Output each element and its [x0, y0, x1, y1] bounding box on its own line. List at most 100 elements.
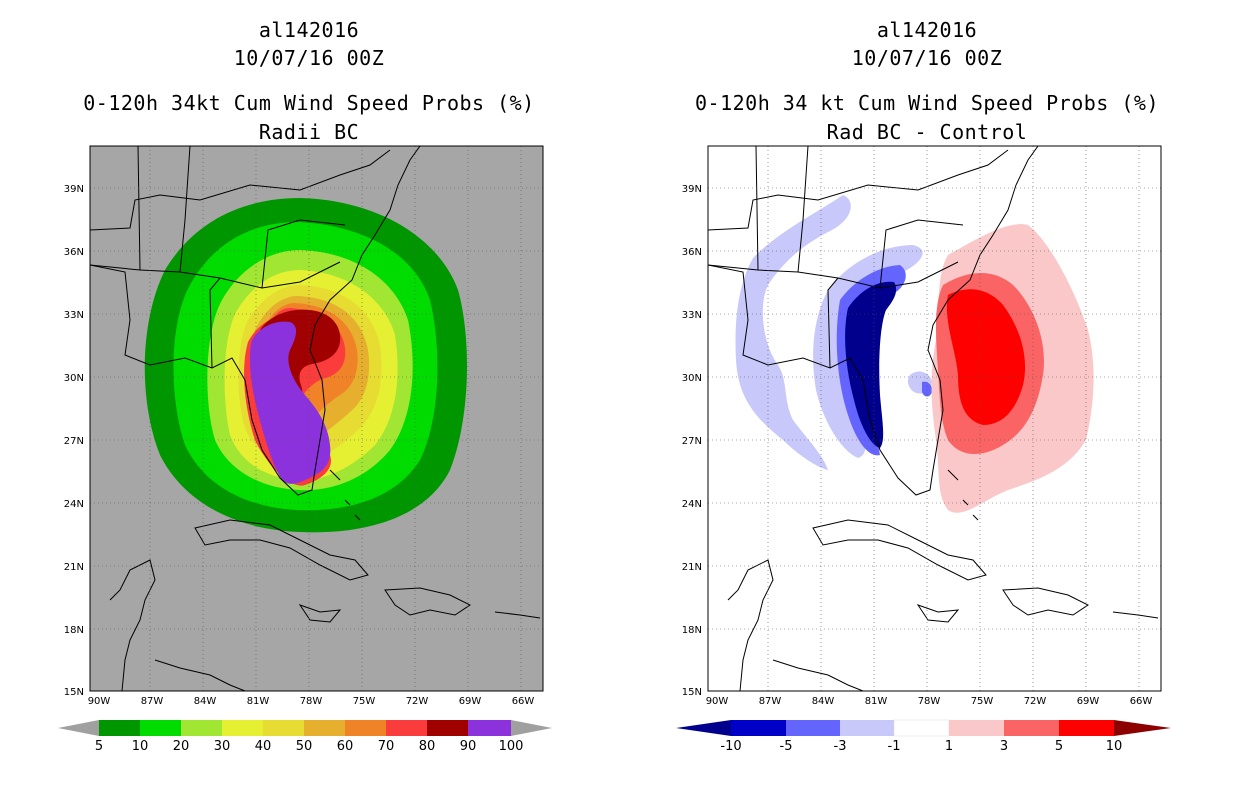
colorbar-label: -5 [780, 739, 793, 754]
right-subtitle: Rad BC - Control [826, 120, 1028, 144]
lon-label: 78W [918, 696, 941, 707]
lon-label: 72W [406, 696, 429, 707]
right-datetime: 10/07/16 00Z [851, 46, 1003, 70]
left-colorbar: 5 10 20 30 40 50 60 70 80 90 100 [58, 720, 552, 754]
lat-label: 39N [682, 184, 702, 195]
colorbar-label: 100 [499, 739, 524, 754]
colorbar-label: 5 [1055, 739, 1063, 754]
right-map-frame [707, 145, 1162, 692]
colorbar-label: 1 [945, 739, 953, 754]
left-lon-labels: 90W 87W 84W 81W 78W 75W 72W 69W 66W [88, 696, 535, 707]
lat-label: 24N [682, 499, 702, 510]
left-product-title: 0-120h 34kt Cum Wind Speed Probs (%) [83, 91, 535, 115]
diff-band-minus-1b [813, 245, 923, 458]
right-product-title: 0-120h 34 kt Cum Wind Speed Probs (%) [694, 91, 1160, 115]
right-storm-id: al142016 [876, 18, 978, 42]
right-colorbar: -10 -5 -3 -1 1 3 5 10 [676, 719, 1171, 754]
lat-label: 27N [682, 436, 702, 447]
colorbar-label: 10 [132, 739, 149, 754]
colorbar-label: 10 [1106, 739, 1123, 754]
lon-label: 81W [865, 696, 888, 707]
lat-label: 21N [682, 562, 702, 573]
colorbar-swatch [181, 720, 222, 736]
lon-label: 78W [300, 696, 323, 707]
lon-label: 84W [812, 696, 835, 707]
lon-label: 87W [759, 696, 782, 707]
lat-label: 39N [64, 184, 84, 195]
colorbar-label: 50 [296, 739, 313, 754]
colorbar-under-triangle [58, 720, 99, 736]
lat-label: 30N [682, 373, 702, 384]
right-gridlines [708, 146, 1161, 691]
colorbar-swatch [1059, 720, 1114, 736]
colorbar-swatch [222, 720, 263, 736]
colorbar-label: -10 [720, 739, 741, 754]
diff-band-small-blue-core [922, 381, 933, 397]
lon-label: 66W [1130, 696, 1153, 707]
left-lat-labels: 39N 36N 33N 30N 27N 24N 21N 18N 15N [64, 184, 84, 698]
lat-label: 36N [682, 247, 702, 258]
lon-label: 90W [706, 696, 729, 707]
lat-label: 15N [682, 687, 702, 698]
colorbar-swatch [893, 719, 950, 737]
colorbar-label: 70 [378, 739, 395, 754]
colorbar-under-triangle [676, 720, 731, 736]
colorbar-swatch [263, 720, 304, 736]
lon-label: 72W [1024, 696, 1047, 707]
lat-label: 30N [64, 373, 84, 384]
prob-band-100 [249, 321, 331, 484]
right-coastlines [708, 146, 1159, 691]
colorbar-swatch [949, 720, 1004, 736]
colorbar-swatch [427, 720, 468, 736]
right-map: 39N 36N 33N 30N 27N 24N 21N 18N 15N 90W … [676, 145, 1171, 754]
colorbar-label: 80 [419, 739, 436, 754]
colorbar-label: 20 [173, 739, 190, 754]
colorbar-label: 3 [1000, 739, 1008, 754]
lat-label: 24N [64, 499, 84, 510]
left-datetime: 10/07/16 00Z [233, 46, 385, 70]
lon-label: 75W [353, 696, 376, 707]
diff-band-plus-5 [946, 289, 1026, 425]
lon-label: 81W [247, 696, 270, 707]
lat-label: 33N [682, 310, 702, 321]
lon-label: 69W [459, 696, 482, 707]
lat-label: 18N [682, 625, 702, 636]
left-map-frame [89, 145, 544, 692]
colorbar-swatch [386, 720, 427, 736]
colorbar-swatch [345, 720, 386, 736]
colorbar-label: 40 [255, 739, 272, 754]
colorbar-swatch [304, 720, 345, 736]
lon-label: 66W [512, 696, 535, 707]
colorbar-swatch [786, 720, 840, 736]
lon-label: 69W [1077, 696, 1100, 707]
lat-label: 33N [64, 310, 84, 321]
colorbar-label: 30 [214, 739, 231, 754]
colorbar-over-triangle [1114, 720, 1171, 736]
right-lon-labels: 90W 87W 84W 81W 78W 75W 72W 69W 66W [706, 696, 1153, 707]
diff-band-minus-5 [845, 281, 897, 448]
left-map: 39N 36N 33N 30N 27N 24N 21N 18N 15N 90W … [58, 145, 552, 754]
left-panel: al142016 10/07/16 00Z 0-120h 34kt Cum Wi… [58, 18, 552, 754]
lon-label: 84W [194, 696, 217, 707]
colorbar-swatch [99, 720, 140, 736]
lat-label: 27N [64, 436, 84, 447]
colorbar-swatch [468, 720, 511, 736]
left-storm-id: al142016 [258, 18, 360, 42]
lat-label: 21N [64, 562, 84, 573]
colorbar-swatch [840, 720, 894, 736]
lat-label: 36N [64, 247, 84, 258]
lon-label: 90W [88, 696, 111, 707]
colorbar-label: 60 [337, 739, 354, 754]
left-coastlines [90, 146, 541, 691]
right-panel: al142016 10/07/16 00Z 0-120h 34 kt Cum W… [618, 0, 1236, 800]
colorbar-label: -1 [888, 739, 901, 754]
lat-label: 18N [64, 625, 84, 636]
colorbar-label: 5 [95, 739, 103, 754]
right-lat-labels: 39N 36N 33N 30N 27N 24N 21N 18N 15N [682, 184, 702, 698]
left-gridlines [90, 146, 543, 691]
lon-label: 87W [141, 696, 164, 707]
lon-label: 75W [971, 696, 994, 707]
diff-band-minus-1 [735, 195, 851, 470]
colorbar-swatch [731, 720, 786, 736]
colorbar-label: -3 [834, 739, 847, 754]
